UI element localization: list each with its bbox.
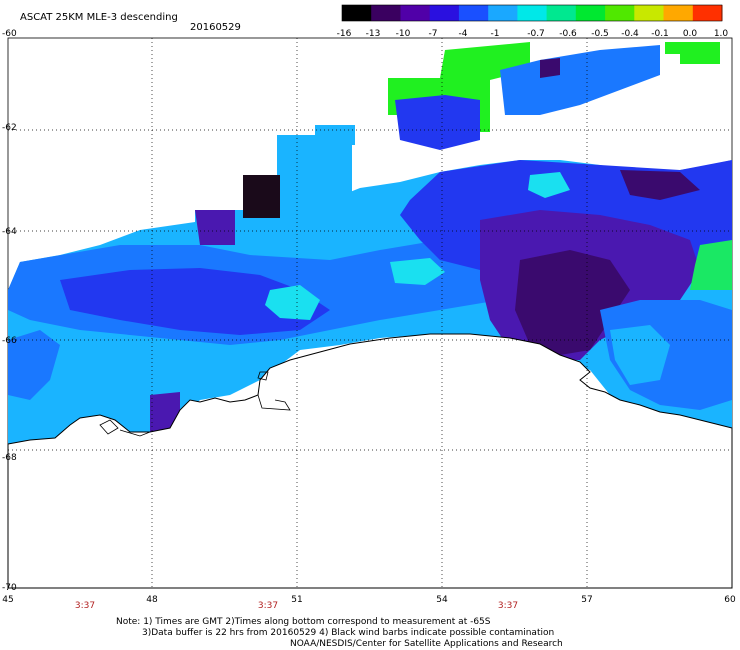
colorbar-swatch [429,5,460,21]
northern-data-fragments [243,42,720,218]
colorbar-swatch [634,5,664,21]
lat-label: -66 [2,336,17,346]
colorbar-swatch [458,5,489,21]
colorbar-label: -4 [459,29,468,39]
lat-label: -70 [2,583,17,593]
colorbar-label: -0.5 [591,29,609,39]
colorbar-swatch [342,5,372,21]
colorbar-label: 0.0 [683,29,698,39]
colorbar-swatch [517,5,548,21]
coastline-detail [257,394,291,411]
swath-patch [60,268,330,335]
swath-patch [390,258,445,285]
map-title: ASCAT 25KM MLE-3 descending [20,12,178,23]
longitude-labels: 45 48 51 54 57 60 [2,595,736,605]
fragment-green [680,54,720,64]
colorbar-swatch [663,5,694,21]
colorbar-swatch [371,5,401,21]
wind-data-swath [8,160,732,450]
colorbar-label: -1 [491,29,500,39]
swath-patch [690,240,732,290]
swath-patch [8,330,60,400]
colorbar-label: -10 [396,29,411,39]
coastline-detail [99,419,119,435]
colorbar-label: -0.4 [621,29,639,39]
swath-patch [515,250,630,355]
lat-label: -60 [2,29,17,39]
fragment-green [665,42,720,54]
fragment-cyan [277,135,352,210]
colorbar-swatch [400,5,431,21]
colorbar-label: -13 [366,29,381,39]
lat-label: -68 [2,453,17,463]
lon-label: 54 [436,595,448,605]
colorbar-swatches [341,4,723,22]
colorbar-labels: -16 -13 -10 -7 -4 -1 -0.7 -0.6 -0.5 -0.4… [337,29,729,39]
lon-label: 60 [724,595,736,605]
lon-label: 51 [291,595,302,605]
fragment-black [243,175,280,218]
coastline-detail [257,371,269,381]
coastline-detail [119,429,151,437]
lon-label: 57 [581,595,592,605]
lon-label: 48 [146,595,158,605]
note-line-1: Note: 1) Times are GMT 2)Times along bot… [116,617,491,627]
fragment-cyan [315,125,355,145]
coastline [7,333,733,589]
graticule [8,38,732,588]
colorbar-label: -0.7 [527,29,545,39]
swath-patch [195,210,235,245]
time-label: 3:37 [498,601,518,611]
time-label: 3:37 [258,601,278,611]
lat-label: -64 [2,227,17,237]
fragment-blue [395,95,480,150]
colorbar-swatch [605,5,635,21]
colorbar-label: 1.0 [714,29,729,39]
swath-patch [265,285,320,320]
time-labels: 3:37 3:37 3:37 [75,601,518,611]
colorbar-label: -7 [429,29,438,39]
note-line-2: 3)Data buffer is 22 hrs from 20160529 4)… [142,628,554,638]
lat-label: -62 [2,123,17,133]
notes: Note: 1) Times are GMT 2)Times along bot… [116,617,563,649]
map-date: 20160529 [190,22,241,33]
latitude-labels: -60 -62 -64 -66 -68 -70 [2,29,17,593]
swath-patch [620,170,700,200]
colorbar-swatch [546,5,577,21]
colorbar-label: -0.1 [651,29,669,39]
colorbar: -16 -13 -10 -7 -4 -1 -0.7 -0.6 -0.5 -0.4… [337,4,729,39]
lon-label: 45 [2,595,13,605]
colorbar-label: -16 [337,29,352,39]
colorbar-swatch [488,5,518,21]
note-line-3: NOAA/NESDIS/Center for Satellite Applica… [290,639,563,649]
colorbar-swatch [692,5,723,21]
time-label: 3:37 [75,601,95,611]
colorbar-swatch [575,5,606,21]
fragment-purple [540,58,560,78]
swath-patch [528,172,570,198]
colorbar-border [341,4,723,22]
colorbar-label: -0.6 [559,29,577,39]
